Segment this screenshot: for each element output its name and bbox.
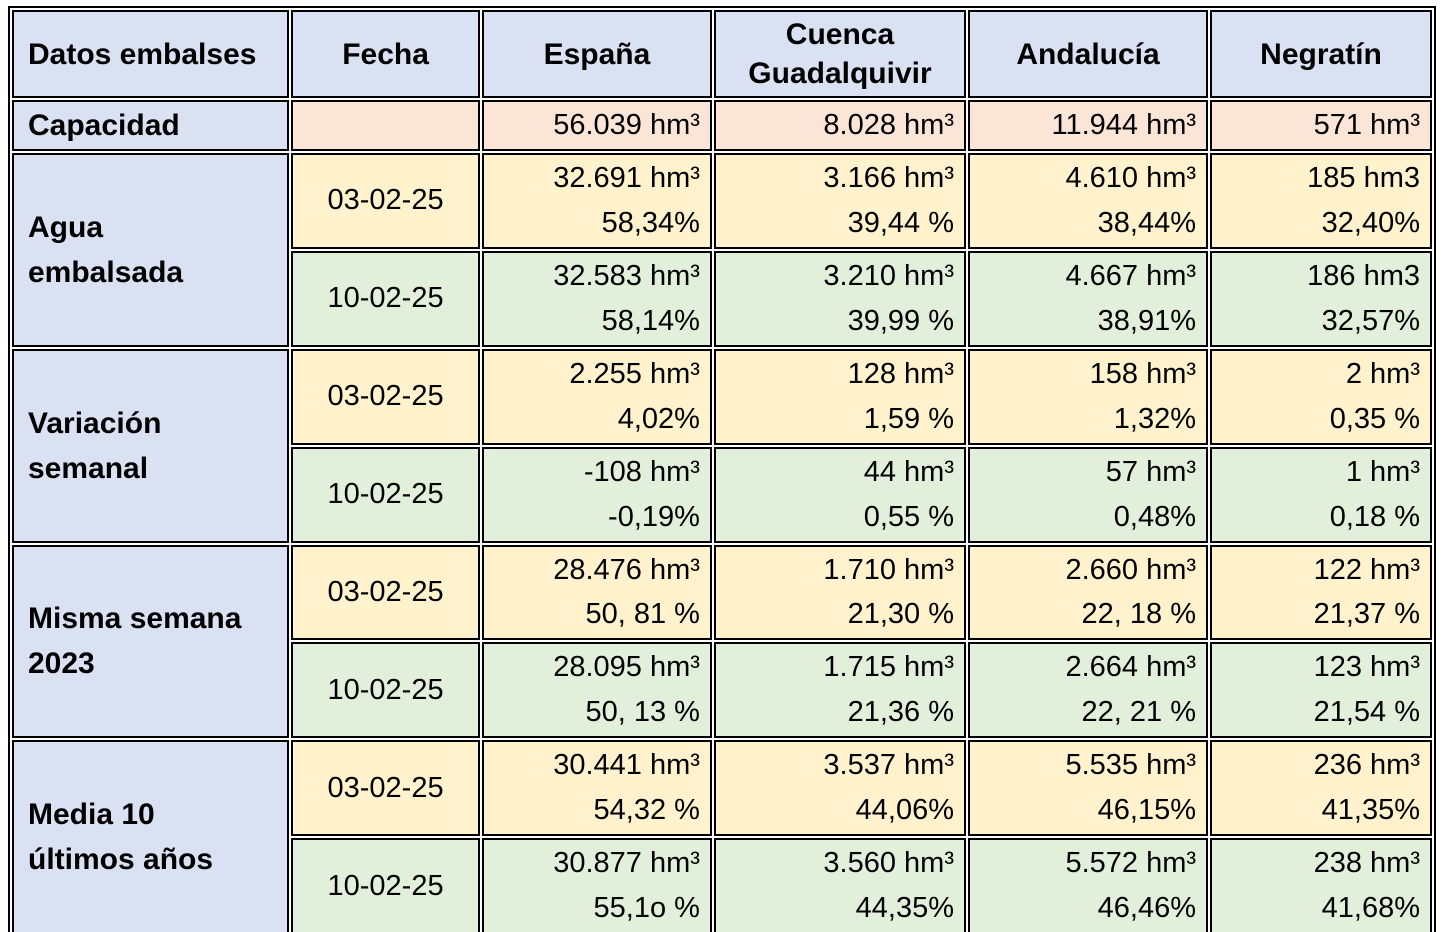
agua-embalsada-row-week1: Agua embalsada 03-02-25 32.691 hm³ 58,34…	[12, 153, 1432, 347]
value-cell: 1 hm³ 0,18 %	[1210, 446, 1432, 543]
date-cell: 03-02-25	[291, 153, 480, 249]
value-cell: 28.095 hm³ 50, 13 %	[481, 642, 712, 739]
capacidad-andalucia-value: 11.944 hm³	[968, 100, 1209, 151]
value-cell: 186 hm3 32,57%	[1210, 250, 1432, 347]
value-cell: 123 hm³ 21,54 %	[1210, 642, 1432, 739]
capacidad-negratin-value: 571 hm³	[1210, 100, 1432, 151]
value-cell: 122 hm³ 21,37 %	[1210, 544, 1432, 641]
column-header-negratin: Negratín	[1210, 10, 1432, 98]
value-cell: 32.583 hm³ 58,14%	[481, 250, 712, 347]
value-cell: 2.255 hm³ 4,02%	[481, 348, 712, 445]
date-cell: 03-02-25	[291, 348, 480, 445]
value-cell: 57 hm³ 0,48%	[968, 446, 1209, 543]
variacion-semanal-row-week1: Variación semanal 03-02-25 2.255 hm³ 4,0…	[12, 348, 1432, 543]
value-cell: 1.710 hm³ 21,30 %	[713, 544, 966, 641]
value-cell: -108 hm³ -0,19%	[481, 446, 712, 543]
value-cell: 3.210 hm³ 39,99 %	[713, 250, 966, 347]
date-cell: 10-02-25	[291, 250, 480, 347]
value-cell: 2.664 hm³ 22, 21 %	[968, 642, 1209, 739]
date-cell: 03-02-25	[291, 740, 480, 837]
row-label-variacion-semanal: Variación semanal	[12, 348, 290, 543]
date-cell: 03-02-25	[291, 544, 480, 641]
value-cell: 158 hm³ 1,32%	[968, 348, 1209, 445]
value-cell: 1.715 hm³ 21,36 %	[713, 642, 966, 739]
misma-semana-2023-row-week1: Misma semana 2023 03-02-25 28.476 hm³ 50…	[12, 544, 1432, 739]
value-cell: 238 hm³ 41,68%	[1210, 838, 1432, 932]
value-cell: 28.476 hm³ 50, 81 %	[481, 544, 712, 641]
reservoir-data-table: Datos embalses Fecha España Cuenca Guada…	[8, 6, 1436, 932]
value-cell: 5.572 hm³ 46,46%	[968, 838, 1209, 932]
value-cell: 3.560 hm³ 44,35%	[713, 838, 966, 932]
agua-embalsada-row-week2: 10-02-25 32.583 hm³ 58,14% 3.210 hm³ 39,…	[12, 250, 1432, 347]
capacidad-fecha-empty-cell	[291, 100, 480, 151]
row-label-capacidad: Capacidad	[12, 100, 290, 151]
capacidad-cuenca-value: 8.028 hm³	[713, 100, 966, 151]
value-cell: 4.667 hm³ 38,91%	[968, 250, 1209, 347]
row-label-media-10-ultimos-anos: Media 10 últimos años	[12, 740, 290, 932]
value-cell: 3.166 hm³ 39,44 %	[713, 153, 966, 249]
value-cell: 128 hm³ 1,59 %	[713, 348, 966, 445]
value-cell: 2.660 hm³ 22, 18 %	[968, 544, 1209, 641]
value-cell: 5.535 hm³ 46,15%	[968, 740, 1209, 837]
misma-semana-2023-row-week2: 10-02-25 28.095 hm³ 50, 13 % 1.715 hm³ 2…	[12, 642, 1432, 739]
column-header-espana: España	[481, 10, 712, 98]
capacity-row: Capacidad 56.039 hm³ 8.028 hm³ 11.944 hm…	[12, 100, 1432, 151]
date-cell: 10-02-25	[291, 838, 480, 932]
row-label-misma-semana-2023: Misma semana 2023	[12, 544, 290, 739]
date-cell: 10-02-25	[291, 446, 480, 543]
value-cell: 2 hm³ 0,35 %	[1210, 348, 1432, 445]
value-cell: 32.691 hm³ 58,34%	[481, 153, 712, 249]
media-10-anos-row-week2: 10-02-25 30.877 hm³ 55,1o % 3.560 hm³ 44…	[12, 838, 1432, 932]
value-cell: 3.537 hm³ 44,06%	[713, 740, 966, 837]
column-header-cuenca-guadalquivir: Cuenca Guadalquivir	[713, 10, 966, 98]
media-10-anos-row-week1: Media 10 últimos años 03-02-25 30.441 hm…	[12, 740, 1432, 932]
value-cell: 44 hm³ 0,55 %	[713, 446, 966, 543]
header-row: Datos embalses Fecha España Cuenca Guada…	[12, 10, 1432, 98]
capacidad-espana-value: 56.039 hm³	[481, 100, 712, 151]
column-header-andalucia: Andalucía	[968, 10, 1209, 98]
value-cell: 30.441 hm³ 54,32 %	[481, 740, 712, 837]
date-cell: 10-02-25	[291, 642, 480, 739]
variacion-semanal-row-week2: 10-02-25 -108 hm³ -0,19% 44 hm³ 0,55 % 5…	[12, 446, 1432, 543]
column-header-datos-embalses: Datos embalses	[12, 10, 290, 98]
row-label-agua-embalsada: Agua embalsada	[12, 153, 290, 347]
value-cell: 185 hm3 32,40%	[1210, 153, 1432, 249]
value-cell: 4.610 hm³ 38,44%	[968, 153, 1209, 249]
column-header-fecha: Fecha	[291, 10, 480, 98]
value-cell: 30.877 hm³ 55,1o %	[481, 838, 712, 932]
value-cell: 236 hm³ 41,35%	[1210, 740, 1432, 837]
